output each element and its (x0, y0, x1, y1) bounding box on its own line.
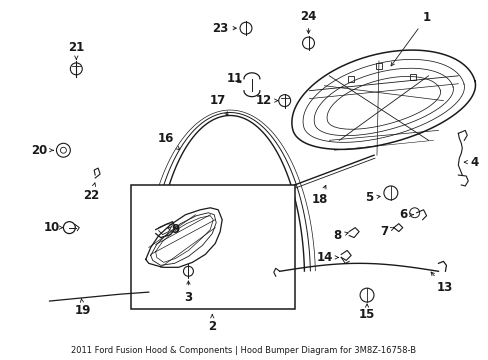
Text: 17: 17 (210, 94, 227, 116)
Text: 5: 5 (364, 192, 380, 204)
Text: 19: 19 (75, 299, 91, 318)
Bar (409, 74, 415, 80)
Text: 2: 2 (208, 315, 216, 333)
Text: 12: 12 (255, 94, 277, 107)
Text: 1: 1 (390, 11, 430, 66)
Text: 9: 9 (167, 223, 179, 236)
Text: 11: 11 (226, 72, 243, 85)
Text: 2011 Ford Fusion Hood & Components | Hood Bumper Diagram for 3M8Z-16758-B: 2011 Ford Fusion Hood & Components | Hoo… (71, 346, 416, 355)
Text: 13: 13 (430, 272, 452, 294)
Text: 3: 3 (184, 281, 192, 303)
Bar (347, 76, 353, 82)
Text: 4: 4 (463, 156, 477, 168)
Text: 18: 18 (310, 185, 327, 206)
Bar (131, 185, 294, 309)
Text: 6: 6 (399, 208, 413, 221)
Text: 10: 10 (43, 221, 62, 234)
Text: 23: 23 (212, 22, 236, 35)
Text: 20: 20 (31, 144, 53, 157)
Text: 16: 16 (157, 132, 180, 150)
Text: 15: 15 (358, 304, 374, 321)
Text: 24: 24 (300, 10, 316, 33)
Text: 21: 21 (68, 41, 84, 59)
Text: 8: 8 (332, 229, 347, 242)
Text: 7: 7 (379, 225, 393, 238)
Text: 14: 14 (316, 251, 338, 264)
Bar (375, 63, 381, 69)
Text: 22: 22 (83, 183, 99, 202)
